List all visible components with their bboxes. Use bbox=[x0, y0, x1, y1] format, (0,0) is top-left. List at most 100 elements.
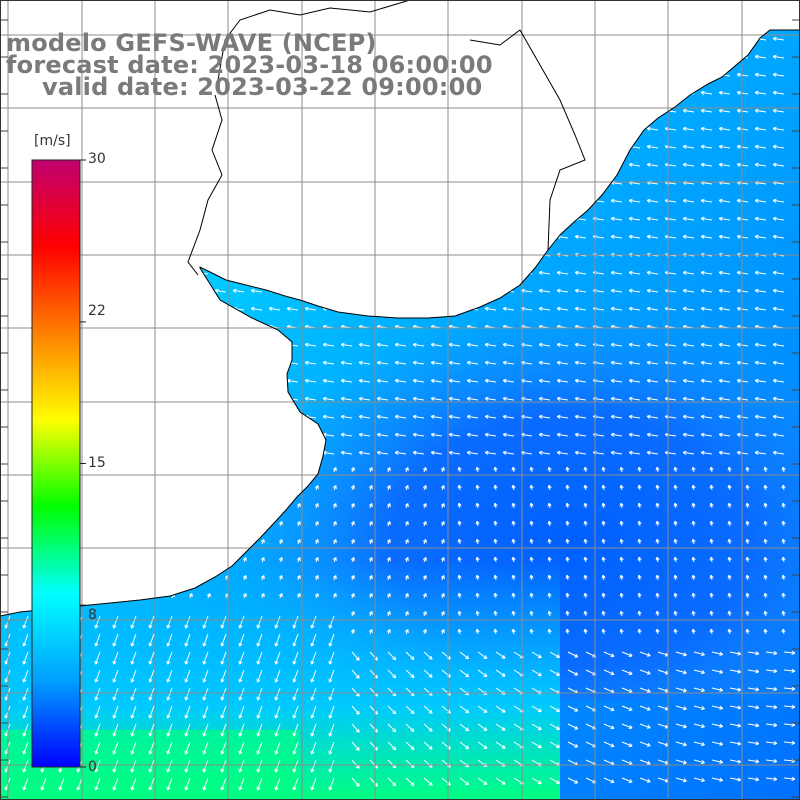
colorbar-ramp bbox=[31, 159, 81, 768]
wind-arrow bbox=[583, 538, 588, 545]
wind-arrow bbox=[495, 723, 506, 731]
wind-arrow bbox=[457, 592, 462, 599]
wind-arrow bbox=[220, 615, 227, 629]
wind-arrow bbox=[718, 234, 731, 239]
wind-arrow bbox=[646, 288, 659, 293]
wind-arrow bbox=[745, 574, 750, 581]
wind-arrow bbox=[184, 705, 191, 719]
wind-arrow bbox=[430, 450, 443, 455]
wind-arrow bbox=[754, 216, 767, 221]
wind-arrow bbox=[772, 72, 785, 77]
wind-arrow bbox=[736, 360, 749, 365]
wind-arrow bbox=[675, 705, 687, 711]
wind-arrow bbox=[475, 592, 480, 599]
wind-arrow bbox=[583, 628, 588, 635]
wind-arrow bbox=[340, 414, 353, 419]
wind-arrow bbox=[238, 669, 245, 683]
wind-arrow bbox=[495, 651, 506, 659]
wind-arrow bbox=[646, 450, 659, 455]
wind-arrow bbox=[711, 759, 724, 764]
wind-arrow bbox=[637, 556, 642, 563]
wind-arrow bbox=[328, 723, 335, 737]
wind-arrow bbox=[484, 396, 497, 401]
wind-arrow bbox=[422, 629, 427, 635]
wind-arrow bbox=[700, 342, 713, 347]
wind-arrow bbox=[765, 650, 778, 656]
wind-arrow bbox=[718, 144, 731, 149]
wind-arrow bbox=[459, 777, 470, 786]
wind-arrow bbox=[567, 669, 579, 676]
wind-arrow bbox=[693, 741, 705, 747]
wind-arrow bbox=[130, 759, 137, 773]
wind-arrow bbox=[763, 592, 768, 599]
wind-arrow bbox=[387, 669, 397, 679]
wind-arrow bbox=[332, 593, 337, 599]
wind-arrow bbox=[256, 633, 263, 647]
wind-arrow bbox=[783, 704, 796, 709]
wind-arrow bbox=[675, 651, 687, 657]
wind-arrow bbox=[700, 216, 713, 221]
wind-arrow bbox=[260, 539, 265, 545]
wind-arrow bbox=[538, 396, 551, 401]
wind-arrow bbox=[477, 705, 488, 713]
wind-arrow bbox=[274, 741, 281, 755]
wind-arrow bbox=[304, 378, 317, 383]
wind-arrow bbox=[729, 705, 742, 710]
wind-arrow bbox=[655, 628, 660, 635]
wind-arrow bbox=[238, 651, 245, 665]
wind-arrow bbox=[736, 342, 749, 347]
wind-arrow bbox=[736, 432, 749, 437]
wind-arrow bbox=[304, 360, 317, 365]
wind-arrow bbox=[691, 520, 696, 527]
wind-arrow bbox=[112, 669, 119, 683]
wind-arrow bbox=[709, 520, 714, 527]
wind-arrow bbox=[130, 651, 137, 665]
wind-arrow bbox=[745, 592, 750, 599]
wind-arrow bbox=[340, 378, 353, 383]
wind-arrow bbox=[772, 162, 785, 167]
wind-arrow bbox=[619, 502, 624, 509]
wind-arrow bbox=[376, 342, 389, 347]
wind-arrow bbox=[238, 723, 245, 737]
wind-arrow bbox=[292, 615, 299, 629]
wind-arrow bbox=[493, 628, 498, 635]
wind-arrow bbox=[637, 520, 642, 527]
wind-arrow bbox=[556, 288, 569, 293]
wind-arrow bbox=[603, 741, 615, 748]
wind-arrow bbox=[350, 467, 355, 473]
wind-arrow bbox=[637, 592, 642, 599]
wind-arrow bbox=[495, 669, 506, 677]
wind-arrow bbox=[511, 610, 516, 617]
colorbar-tick-30: 30 bbox=[88, 151, 106, 167]
wind-arrow bbox=[314, 575, 319, 581]
wind-arrow bbox=[736, 414, 749, 419]
wind-arrow bbox=[148, 651, 155, 665]
wind-arrow bbox=[405, 669, 415, 679]
wind-arrow bbox=[709, 484, 714, 491]
wind-arrow bbox=[484, 306, 497, 311]
wind-arrow bbox=[328, 759, 335, 773]
wind-arrow bbox=[628, 198, 641, 203]
wind-arrow bbox=[405, 723, 415, 733]
wind-arrow bbox=[583, 592, 588, 599]
wind-arrow bbox=[583, 466, 588, 473]
wind-arrow bbox=[358, 378, 371, 383]
wind-arrow bbox=[112, 741, 119, 755]
wind-arrow bbox=[628, 432, 641, 437]
wind-arrow bbox=[457, 520, 462, 527]
wind-arrow bbox=[549, 669, 561, 676]
wind-arrow bbox=[556, 414, 569, 419]
wind-arrow bbox=[727, 466, 732, 473]
wind-arrow bbox=[368, 575, 373, 581]
wind-arrow bbox=[94, 777, 101, 791]
wind-arrow bbox=[727, 610, 732, 617]
wind-arrow bbox=[58, 777, 65, 791]
wind-arrow bbox=[700, 432, 713, 437]
wind-arrow bbox=[646, 162, 659, 167]
wind-arrow bbox=[220, 777, 227, 791]
wind-arrow bbox=[619, 628, 624, 635]
wind-arrow bbox=[765, 668, 778, 674]
wind-arrow bbox=[637, 610, 642, 617]
wind-arrow bbox=[727, 556, 732, 563]
wind-arrow bbox=[673, 574, 678, 581]
